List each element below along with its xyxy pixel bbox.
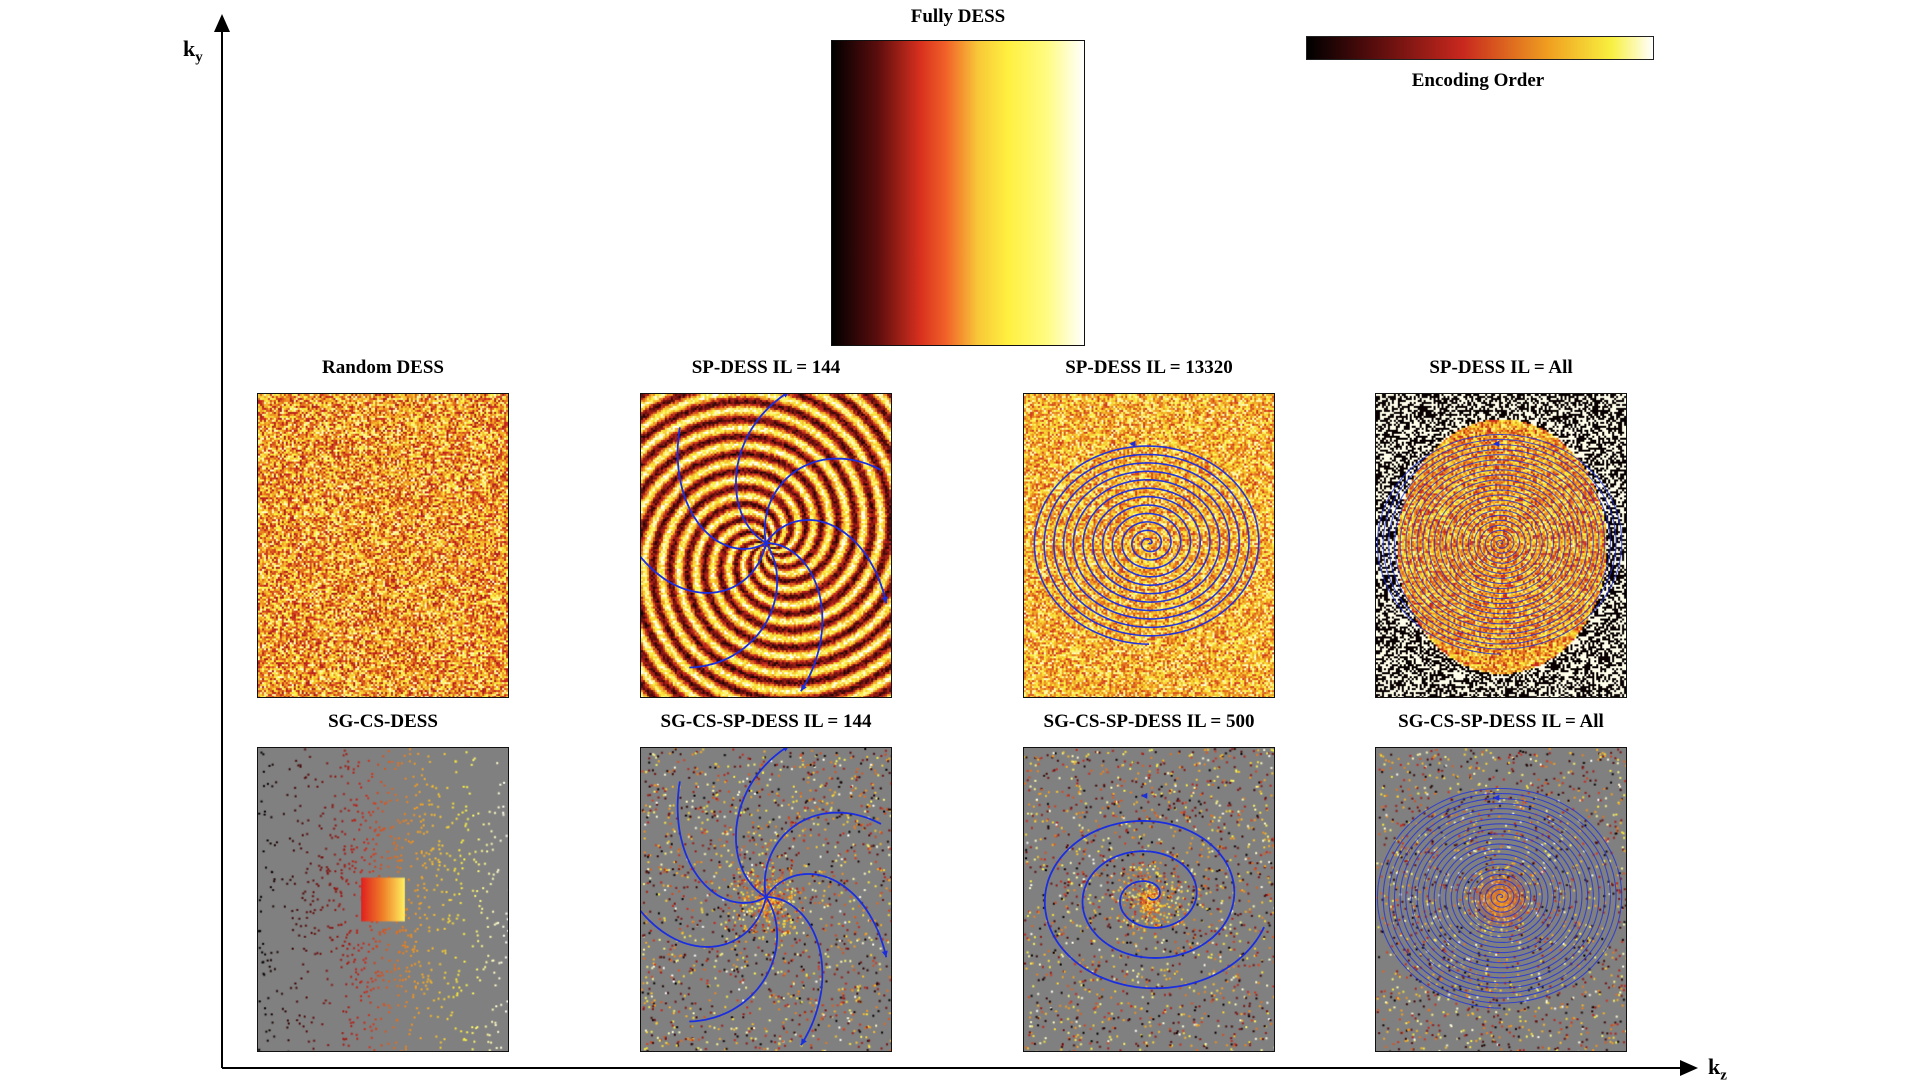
trajectory-arm (765, 519, 888, 604)
sg-cs-sp-dess-144-panel (640, 747, 892, 1052)
trajectory-arm (689, 896, 779, 1023)
fully-dess-title: Fully DESS (910, 6, 1006, 27)
panel-title: SG-CS-DESS (328, 711, 438, 732)
panel-title: SP-DESS IL = All (1429, 357, 1573, 378)
sp-dess-all-panel (1375, 393, 1627, 698)
trajectory-arrowhead (800, 1038, 807, 1046)
trajectory-arrowhead (783, 748, 788, 752)
kz-axis-label-sub: z (1720, 1067, 1727, 1084)
kz-axis-label: kz (1708, 1054, 1727, 1084)
trajectory-arrowhead (1129, 440, 1136, 447)
trajectory-arrowhead (783, 394, 788, 398)
trajectory-arm (763, 811, 882, 898)
trajectory-arm (763, 457, 882, 544)
random-dess-panel (257, 393, 509, 698)
trajectory-arrowhead (641, 553, 642, 554)
trajectory-arm (735, 748, 788, 898)
trajectory-arm (676, 427, 767, 550)
panel-title: SG-CS-SP-DESS IL = 500 (1043, 711, 1255, 732)
trajectory-arm (735, 394, 788, 544)
trajectory-arm (765, 542, 824, 692)
trajectory-spiral (1043, 820, 1265, 990)
fully-dess-panel (831, 40, 1085, 346)
trajectory-spiral (1376, 433, 1623, 655)
panel-title: SP-DESS IL = 144 (691, 357, 841, 378)
encoding-order-colorbar (1306, 36, 1654, 60)
trajectory-arrowhead (1141, 792, 1148, 799)
panel-title: SP-DESS IL = 13320 (1065, 357, 1233, 378)
sp-dess-144-panel (640, 393, 892, 698)
trajectory-arrowhead (800, 684, 807, 692)
trajectory-arm (689, 542, 779, 669)
trajectory-arm (641, 542, 767, 594)
sp-dess-13320-panel (1023, 393, 1275, 698)
panel-title: Random DESS (322, 357, 444, 378)
trajectory-arrowhead (881, 596, 888, 604)
kz-axis-label-main: k (1708, 1054, 1721, 1079)
trajectory-arrowhead (1493, 794, 1500, 801)
ky-axis-label: ky (183, 36, 203, 66)
trajectory-spiral (1376, 787, 1623, 1009)
trajectory-arm (676, 781, 767, 904)
colorbar-label: Encoding Order (1411, 70, 1545, 91)
sg-cs-sp-dess-all-panel (1375, 747, 1627, 1052)
trajectory-arrowhead (1493, 440, 1500, 447)
ky-axis-label-sub: y (195, 49, 203, 66)
sg-cs-dess-panel (257, 747, 509, 1052)
trajectory-arm (641, 896, 767, 948)
trajectory-arm (765, 896, 824, 1046)
sg-cs-sp-dess-500-panel (1023, 747, 1275, 1052)
panel-title: SG-CS-SP-DESS IL = All (1398, 711, 1604, 732)
trajectory-arm (765, 873, 888, 958)
trajectory-arrowhead (881, 950, 888, 958)
trajectory-arrowhead (641, 907, 642, 908)
trajectory-spiral (1033, 445, 1260, 646)
panel-title: SG-CS-SP-DESS IL = 144 (660, 711, 872, 732)
ky-axis-label-main: k (183, 36, 196, 61)
